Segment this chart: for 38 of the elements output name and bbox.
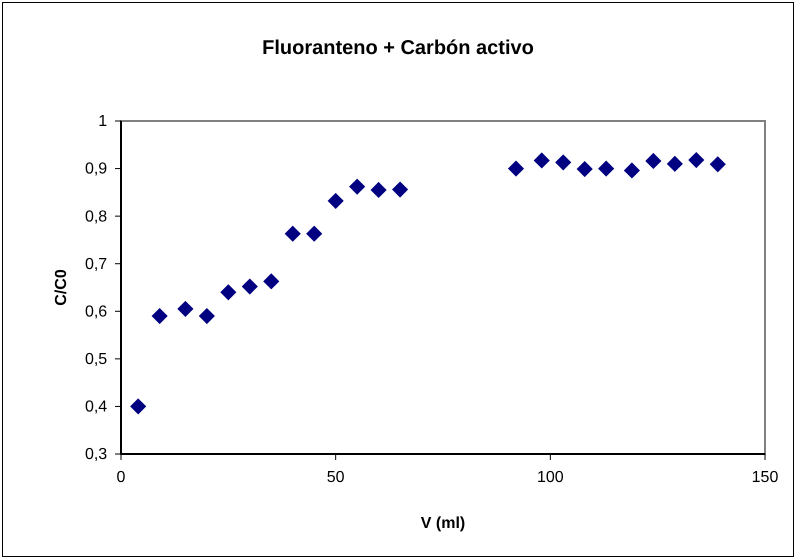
y-tick-label: 0,3 [84,446,108,464]
x-axis-title: V (ml) [420,515,466,532]
y-tick-label: 0,4 [84,398,108,416]
point [152,308,168,324]
point [220,284,236,300]
point [710,156,726,172]
chart-title: Fluoranteno + Carbón activo [262,37,534,59]
point [392,181,408,198]
point [534,152,550,169]
x-tick-label: 150 [752,469,778,486]
y-tick-label: 0,5 [84,350,108,368]
point [177,300,194,317]
y-tick-label: 0,7 [84,256,108,273]
point [284,226,301,242]
point [508,160,524,177]
point [598,160,614,177]
point [576,160,593,178]
x-tick-label: 50 [326,469,345,486]
y-tick-label: 1 [98,113,108,130]
x-tick-label: 0 [116,469,126,486]
point [198,308,215,324]
point [242,278,258,295]
y-tick-label: 0,9 [84,160,108,178]
point [624,162,640,179]
point [306,226,322,242]
point [370,182,387,198]
point [645,152,662,170]
point [328,192,344,209]
y-tick-label: 0,8 [84,208,108,226]
point [666,156,683,172]
point [263,273,280,290]
point [555,154,572,170]
y-axis-title: C/C0 [53,269,70,306]
x-tick-label: 100 [536,469,564,486]
y-tick-label: 0,6 [84,303,108,320]
point [349,178,366,195]
point [130,398,146,414]
point [688,152,704,168]
